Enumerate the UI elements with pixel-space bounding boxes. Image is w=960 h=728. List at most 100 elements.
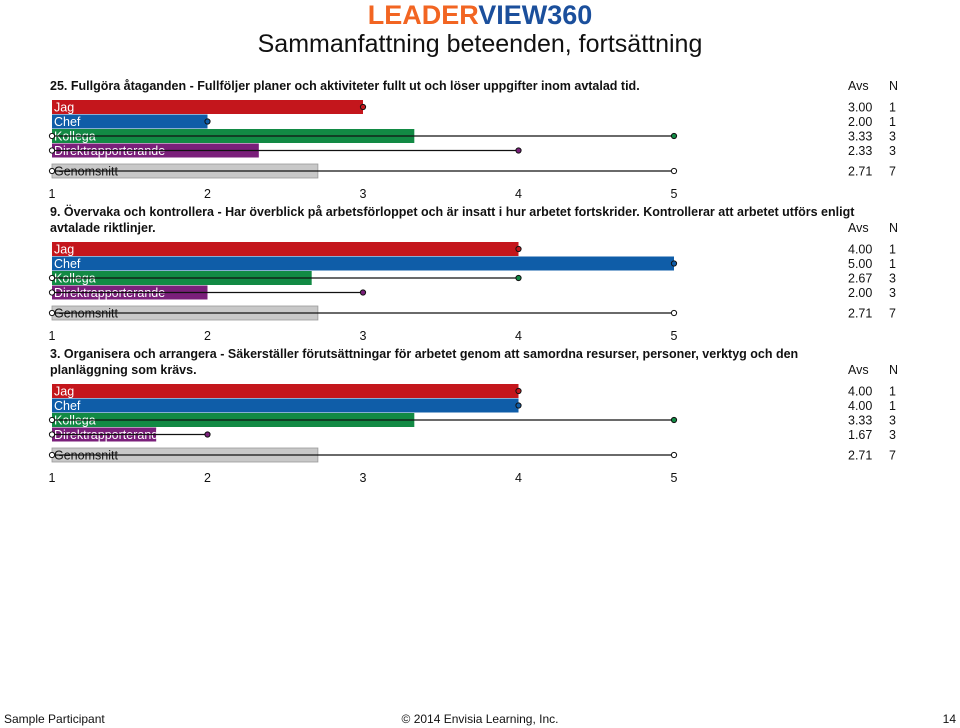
chart-3-header-n: N — [889, 363, 898, 377]
chart-2-chef-avg-value: 5.00 — [848, 257, 872, 271]
chart-3-kollega-range-min-marker — [48, 416, 56, 424]
chart-3-genomsnitt-n-value: 7 — [889, 449, 896, 463]
chart-3-jag-bar — [52, 384, 519, 398]
chart-2-direktrapporterande-avg-value: 2.00 — [848, 286, 872, 300]
chart-2-kollega-range-min-marker — [48, 274, 56, 282]
chart-1-kollega-range-max-marker — [670, 132, 678, 140]
chart-3-kollega-avg-value: 3.33 — [848, 414, 872, 428]
chart-1-direktrapporterande-range-min-marker — [48, 147, 56, 154]
chart-1-genomsnitt-n-value: 7 — [889, 165, 896, 179]
brand-part-leader: LEADER — [367, 0, 479, 30]
chart-1-kollega-range-min-marker — [48, 132, 56, 140]
chart-1-chef-avg-value: 2.00 — [848, 115, 872, 129]
chart-1-jag-avg-value: 3.00 — [848, 101, 872, 115]
chart-1-genomsnitt-range-min-marker — [48, 167, 56, 175]
chart-2-direktrapporterande-range-min-marker — [48, 289, 56, 296]
chart-2-direktrapporterande-range-max-marker — [359, 289, 367, 296]
chart-3-chef-avg-value: 4.00 — [848, 399, 872, 413]
chart-3-header-avg: Avs — [848, 363, 869, 377]
chart-3-title-line: planläggning som krävs. — [50, 363, 197, 377]
chart-2-jag-label: Jag — [54, 243, 74, 257]
chart-1-kollega-n-value: 3 — [889, 130, 896, 144]
chart-3-direktrapporterande-range-max-marker — [204, 431, 211, 438]
chart-1-direktrapporterande-avg-value: 2.33 — [848, 144, 872, 158]
page-title: Sammanfattning beteenden, fortsättning — [257, 30, 703, 58]
chart-2-genomsnitt-range-min-marker — [48, 309, 56, 317]
chart-2-genomsnitt-avg-value: 2.71 — [848, 307, 872, 321]
chart-1-tick-label: 1 — [49, 187, 56, 201]
chart-2-chef-n-value: 1 — [889, 257, 896, 271]
chart-3-jag-label: Jag — [54, 385, 74, 399]
chart-2-chef-label: Chef — [54, 257, 81, 271]
chart-3-chef-n-value: 1 — [889, 399, 896, 413]
chart-1-kollega-avg-value: 3.33 — [848, 130, 872, 144]
chart-1-genomsnitt-avg-value: 2.71 — [848, 165, 872, 179]
chart-3-jag-n-value: 1 — [889, 385, 896, 399]
chart-3-tick-label: 5 — [671, 471, 678, 485]
chart-1-jag-range-max-marker — [359, 103, 367, 111]
chart-2-header-n: N — [889, 221, 898, 235]
chart-2-chef-bar — [52, 256, 674, 271]
chart-2-direktrapporterande-n-value: 3 — [889, 286, 896, 300]
chart-1-header-avg: Avs — [848, 79, 869, 93]
brand-part-view360: VIEW360 — [478, 0, 593, 30]
chart-2-kollega-n-value: 3 — [889, 272, 896, 286]
chart-1-chef-n-value: 1 — [889, 115, 896, 129]
chart-2-jag-avg-value: 4.00 — [848, 243, 872, 257]
footer-copyright: © 2014 Envisia Learning, Inc. — [401, 712, 559, 726]
chart-2-jag-n-value: 1 — [889, 243, 896, 257]
chart-2-tick-label: 2 — [204, 329, 211, 343]
chart-3-direktrapporterande-n-value: 3 — [889, 428, 896, 442]
footer-page-number: 14 — [942, 712, 956, 726]
chart-2-tick-label: 1 — [49, 329, 56, 343]
chart-3-genomsnitt-range-max-marker — [670, 451, 678, 459]
chart-1-direktrapporterande-range-max-marker — [515, 147, 522, 154]
chart-3-direktrapporterande-avg-value: 1.67 — [848, 428, 872, 442]
chart-1-jag-label: Jag — [54, 101, 74, 115]
chart-3-chef-range-max-marker — [515, 402, 522, 409]
chart-2-tick-label: 4 — [515, 329, 522, 343]
chart-1-genomsnitt-range-max-marker — [670, 167, 678, 175]
chart-3-kollega-n-value: 3 — [889, 414, 896, 428]
chart-2-jag-range-max-marker — [515, 245, 522, 253]
brand-logo: LEADERVIEW360 — [0, 0, 960, 31]
chart-3-title-line: 3. Organisera och arrangera - Säkerställ… — [50, 347, 798, 361]
chart-3-tick-label: 4 — [515, 471, 522, 485]
chart-3-direktrapporterande-range-min-marker — [48, 431, 56, 438]
chart-2-header-avg: Avs — [848, 221, 869, 235]
chart-1-chef-bar — [52, 114, 208, 129]
chart-2-genomsnitt-n-value: 7 — [889, 307, 896, 321]
chart-1-header-n: N — [889, 79, 898, 93]
chart-1-chef-label: Chef — [54, 115, 81, 129]
chart-1-direktrapporterande-n-value: 3 — [889, 144, 896, 158]
chart-2-tick-label: 5 — [671, 329, 678, 343]
chart-1-tick-label: 4 — [515, 187, 522, 201]
chart-3-kollega-range-max-marker — [670, 416, 678, 424]
chart-1-title-line: 25. Fullgöra åtaganden - Fullföljer plan… — [50, 79, 640, 93]
chart-2-kollega-range-max-marker — [515, 274, 522, 282]
chart-2-genomsnitt-range-max-marker — [670, 309, 678, 317]
chart-3-tick-label: 3 — [360, 471, 367, 485]
chart-3-genomsnitt-avg-value: 2.71 — [848, 449, 872, 463]
chart-1-jag-bar — [52, 100, 363, 114]
chart-1-tick-label: 5 — [671, 187, 678, 201]
chart-2-chef-range-max-marker — [670, 260, 678, 267]
footer-participant: Sample Participant — [4, 712, 105, 726]
chart-3-chef-label: Chef — [54, 399, 81, 413]
chart-3-jag-range-max-marker — [515, 387, 522, 395]
chart-1-tick-label: 3 — [360, 187, 367, 201]
chart-2-kollega-avg-value: 2.67 — [848, 272, 872, 286]
chart-2-title-line: avtalade riktlinjer. — [50, 221, 156, 235]
chart-3-tick-label: 1 — [49, 471, 56, 485]
chart-3-chef-bar — [52, 398, 519, 413]
chart-1-tick-label: 2 — [204, 187, 211, 201]
chart-2-tick-label: 3 — [360, 329, 367, 343]
chart-3-jag-avg-value: 4.00 — [848, 385, 872, 399]
chart-3-genomsnitt-range-min-marker — [48, 451, 56, 459]
chart-1-jag-n-value: 1 — [889, 101, 896, 115]
chart-3-tick-label: 2 — [204, 471, 211, 485]
chart-2-jag-bar — [52, 242, 519, 256]
chart-2-title-line: 9. Övervaka och kontrollera - Har överbl… — [50, 204, 855, 219]
chart-1-chef-range-max-marker — [204, 118, 211, 125]
